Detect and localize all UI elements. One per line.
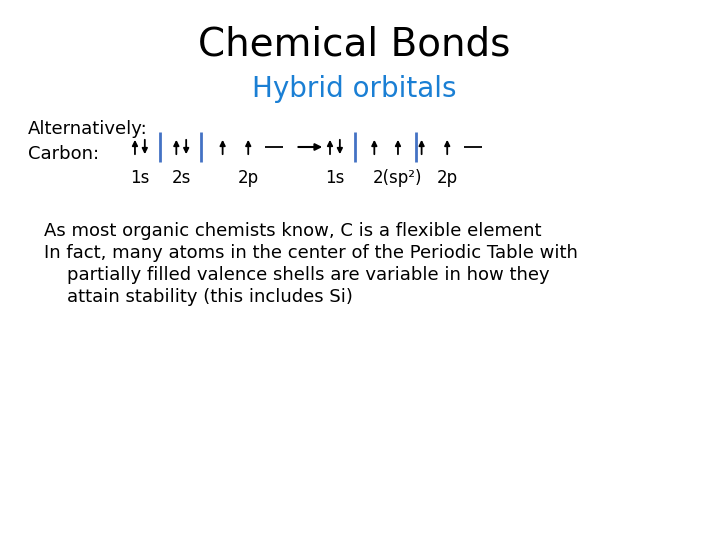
Text: Alternatively:: Alternatively: [27, 120, 148, 138]
Text: In fact, many atoms in the center of the Periodic Table with: In fact, many atoms in the center of the… [45, 244, 578, 262]
Text: 1s: 1s [130, 169, 150, 187]
Text: attain stability (this includes Si): attain stability (this includes Si) [45, 288, 354, 306]
Text: 1s: 1s [325, 169, 345, 187]
Text: Chemical Bonds: Chemical Bonds [199, 25, 510, 63]
Text: 2p: 2p [436, 169, 458, 187]
Text: partially filled valence shells are variable in how they: partially filled valence shells are vari… [45, 266, 550, 284]
Text: Carbon:: Carbon: [27, 145, 99, 163]
Text: Hybrid orbitals: Hybrid orbitals [253, 75, 457, 103]
Text: As most organic chemists know, C is a flexible element: As most organic chemists know, C is a fl… [45, 222, 542, 240]
Text: 2p: 2p [238, 169, 258, 187]
Text: 2s: 2s [171, 169, 191, 187]
Text: 2(sp²): 2(sp²) [373, 169, 423, 187]
